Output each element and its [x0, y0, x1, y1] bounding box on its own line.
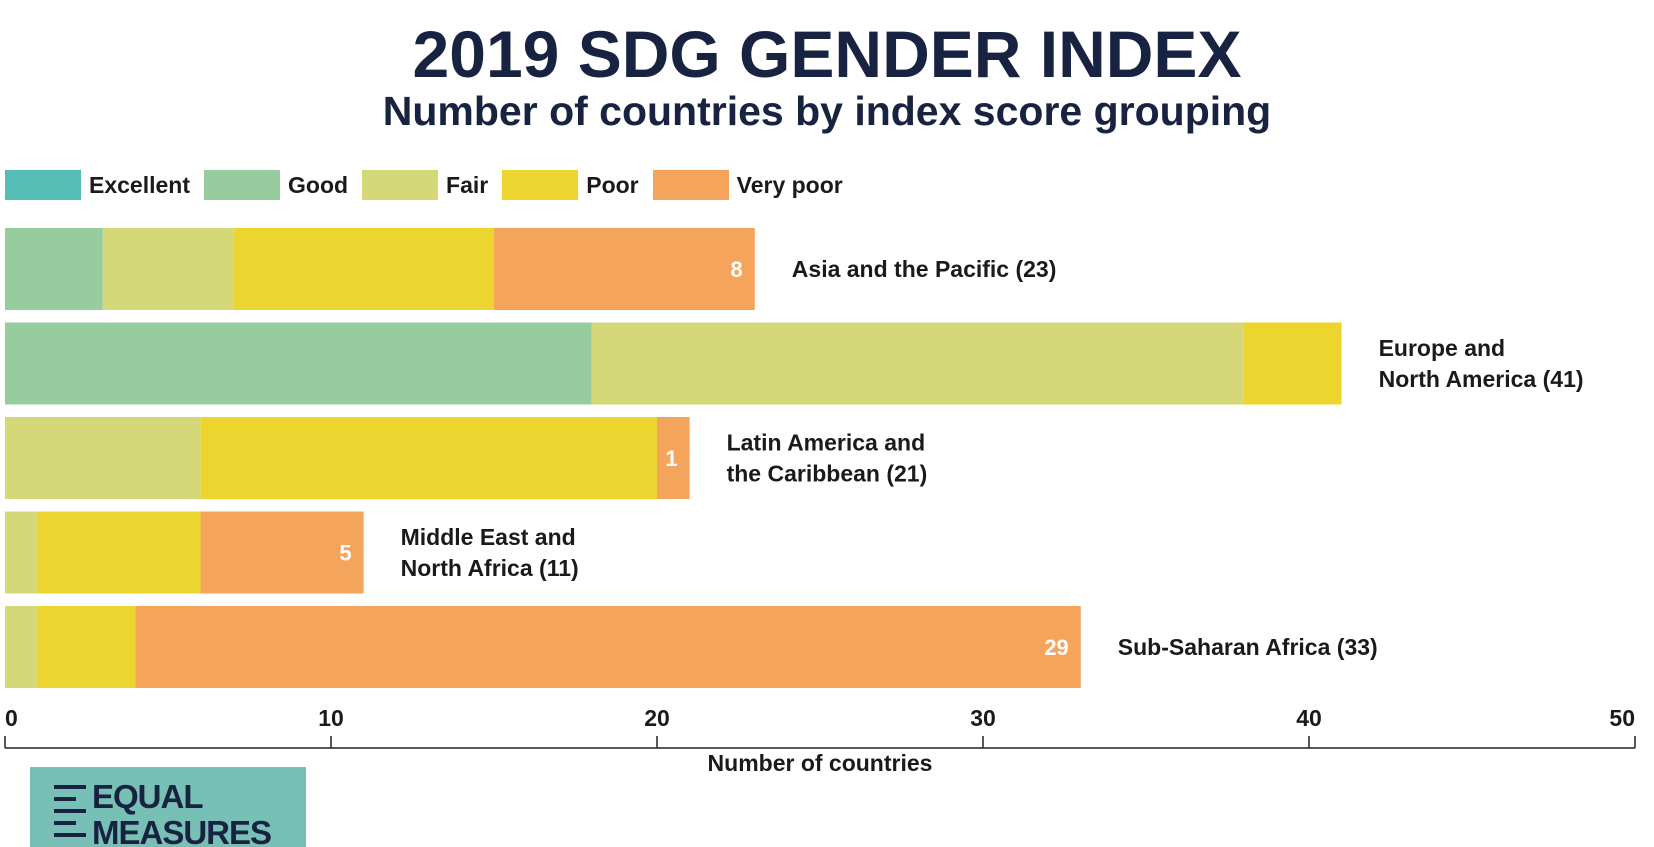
region-label-2-line2: North America (41) — [1379, 366, 1584, 392]
bar-fair-4 — [5, 511, 38, 594]
equal-measures-logo: EQUAL MEASURES — [30, 767, 306, 847]
legend-label-very-poor: Very poor — [736, 171, 843, 198]
region-label-3-line1: Latin America and — [727, 430, 926, 456]
x-tick-label-0: 0 — [5, 705, 18, 731]
data-label-5: 29 — [1044, 635, 1068, 660]
bar-fair-3 — [5, 417, 201, 499]
region-label-4-line2: North Africa (11) — [401, 555, 579, 581]
legend-label-excellent: Excellent — [89, 171, 190, 198]
x-tick-label-50: 50 — [1609, 705, 1635, 731]
bar-very-poor-1 — [494, 228, 755, 310]
legend-swatch-excellent — [5, 170, 81, 200]
logo-text-line1: EQUAL — [92, 778, 204, 815]
legend-item-very-poor: Very poor — [652, 170, 843, 200]
data-label-4: 5 — [339, 541, 351, 566]
region-label-1: Asia and the Pacific (23) — [792, 256, 1057, 282]
legend-label-poor: Poor — [586, 171, 639, 198]
bar-good-2 — [5, 322, 592, 405]
logo-lines-icon — [54, 785, 86, 845]
legend-swatch-fair — [362, 170, 439, 200]
legend-label-good: Good — [288, 171, 349, 198]
region-label-5: Sub-Saharan Africa (33) — [1118, 634, 1378, 660]
x-tick-label-40: 40 — [1296, 705, 1322, 731]
bar-very-poor-5 — [135, 606, 1081, 688]
chart-subtitle: Number of countries by index score group… — [382, 88, 1272, 134]
legend-swatch-very-poor — [652, 170, 729, 200]
bar-poor-1 — [233, 228, 494, 310]
x-axis-title: Number of countries — [708, 750, 933, 776]
bar-poor-5 — [37, 606, 136, 688]
legend-label-fair: Fair — [446, 171, 489, 198]
region-label-4-line1: Middle East and — [401, 524, 576, 550]
legend-item-good: Good — [204, 170, 348, 200]
legend-item-fair: Fair — [362, 170, 488, 200]
bar-poor-2 — [1243, 322, 1342, 405]
bar-very-poor-3 — [657, 417, 690, 499]
bar-good-1 — [5, 228, 103, 310]
data-label-1: 8 — [731, 257, 743, 282]
legend-swatch-poor — [502, 170, 579, 200]
bar-fair-2 — [591, 322, 1244, 405]
bar-fair-5 — [5, 606, 38, 688]
legend-item-poor: Poor — [502, 170, 639, 200]
bar-fair-1 — [102, 228, 234, 310]
logo-text: EQUAL MEASURES — [92, 778, 272, 847]
logo-text-line2: MEASURES — [92, 814, 272, 847]
x-tick-label-30: 30 — [970, 705, 996, 731]
region-label-3-line2: the Caribbean (21) — [727, 461, 928, 487]
bar-poor-3 — [200, 417, 657, 499]
chart-title: 2019 SDG GENDER INDEX — [412, 17, 1242, 91]
x-tick-label-10: 10 — [318, 705, 344, 731]
region-label-2-line1: Europe and — [1379, 335, 1506, 361]
bar-poor-4 — [37, 511, 201, 594]
x-tick-label-20: 20 — [644, 705, 670, 731]
legend-swatch-good — [204, 170, 280, 200]
chart-legend: Excellent Good Fair Poor Very poor — [5, 170, 857, 200]
data-label-3: 1 — [665, 446, 677, 471]
bar-very-poor-4 — [200, 511, 364, 594]
legend-item-excellent: Excellent — [5, 170, 190, 200]
